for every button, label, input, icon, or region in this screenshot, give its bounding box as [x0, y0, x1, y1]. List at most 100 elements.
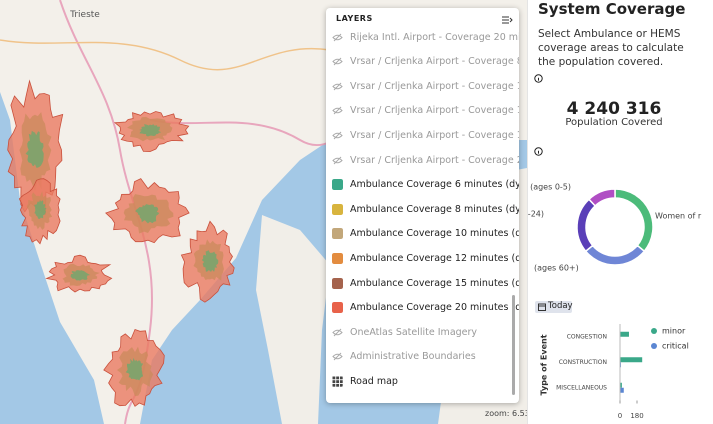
layer-label: Ambulance Coverage 6 minutes (dyn...: [350, 179, 519, 191]
collapse-button[interactable]: [501, 15, 513, 25]
date-badge[interactable]: Today: [535, 301, 573, 313]
layer-label: Ambulance Coverage 12 minutes (dy...: [350, 252, 519, 264]
layer-swatch: [332, 228, 343, 240]
layer-label: Vrsar / Crljenka Airport - Coverage 1...: [350, 80, 519, 92]
legend-marker: [651, 343, 657, 349]
layer-item[interactable]: Rijeka Intl. Airport - Coverage 20 minu.…: [332, 26, 519, 48]
bar: [620, 382, 622, 388]
grid-icon-cell: [332, 376, 336, 380]
panel-title: System Coverage: [538, 0, 686, 18]
road: [0, 39, 331, 71]
layer-item[interactable]: Road map: [332, 370, 508, 392]
legend-label: critical: [662, 342, 689, 351]
layer-icon[interactable]: [332, 155, 343, 166]
legend-marker: [651, 328, 657, 334]
map-label: Trieste: [69, 10, 100, 20]
bar: [620, 331, 629, 337]
population-value: 4 240 316: [566, 99, 662, 119]
side-panel: System Coverage Select Ambulance or HEMS…: [527, 0, 713, 424]
layer-label: Ambulance Coverage 10 minutes (dy...: [350, 228, 519, 240]
layer-label: Vrsar / Crljenka Airport - Coverage 8 ..…: [350, 56, 519, 68]
population-label: Population Covered: [565, 117, 663, 128]
bar: [620, 387, 624, 393]
layer-icon[interactable]: [332, 81, 343, 92]
grid-icon-cell: [332, 380, 336, 383]
grid-icon-cell: [339, 383, 343, 387]
layer-swatch: [332, 277, 343, 289]
donut-label: (ages 0-5): [530, 183, 571, 192]
layer-label: Vrsar / Crljenka Airport - Coverage 2...: [350, 154, 519, 166]
layer-item[interactable]: Vrsar / Crljenka Airport - Coverage 2...: [332, 149, 519, 171]
x-tick-label: 180: [630, 412, 643, 420]
layer-item[interactable]: Ambulance Coverage 6 minutes (dyn...: [332, 174, 519, 196]
layer-item[interactable]: Vrsar / Crljenka Airport - Coverage 1...: [332, 124, 519, 146]
layer-item[interactable]: Administrative Boundaries: [332, 346, 508, 368]
coverage-inner: [125, 357, 144, 381]
layer-label: Vrsar / Crljenka Airport - Coverage 1...: [350, 129, 519, 141]
x-tick-label: 0: [618, 412, 622, 420]
layer-item[interactable]: Ambulance Coverage 15 minutes (dy...: [332, 272, 519, 294]
layer-icon[interactable]: [332, 351, 343, 362]
layer-item[interactable]: Ambulance Coverage 8 minutes (dyn...: [332, 198, 519, 220]
layer-icon[interactable]: [332, 56, 343, 67]
layer-item[interactable]: Vrsar / Crljenka Airport - Coverage 1...: [332, 100, 519, 122]
layer-icon[interactable]: [332, 130, 343, 141]
layer-icon[interactable]: [332, 228, 343, 240]
hidden-slash: [333, 328, 342, 337]
charts: Women of r (ages 60+) (ages 15-24) (ages 0-…: [528, 183, 702, 421]
coverage-inner: [34, 199, 47, 219]
layer-label: Ambulance Coverage 20 minutes (dy...: [350, 302, 519, 314]
zoom-level: zoom: 6.53: [485, 409, 527, 418]
donut-segment: [587, 188, 616, 207]
info-icon[interactable]: [534, 147, 543, 156]
legend-label: minor: [662, 327, 686, 336]
layer-icon[interactable]: [332, 302, 343, 314]
hidden-slash: [333, 57, 342, 66]
layer-item[interactable]: Ambulance Coverage 20 minutes (dy...: [332, 297, 519, 319]
bar: [620, 357, 643, 363]
donut-segment: [584, 244, 646, 266]
category-label: CONGESTION: [567, 333, 607, 340]
layer-item[interactable]: Ambulance Coverage 10 minutes (dy...: [332, 223, 519, 245]
coverage-inner: [139, 124, 162, 137]
layer-label: Rijeka Intl. Airport - Coverage 20 minu.…: [350, 31, 519, 43]
donut-label: (ages 60+): [534, 264, 579, 273]
layer-item[interactable]: Ambulance Coverage 12 minutes (dy...: [332, 247, 519, 269]
category-label: CONSTRUCTION: [559, 359, 607, 366]
layer-icon[interactable]: [332, 327, 343, 338]
panel-description: Select Ambulance or HEMS coverage areas …: [538, 28, 684, 68]
scrollbar[interactable]: [512, 295, 515, 395]
hidden-slash: [333, 156, 342, 164]
grid-icon-cell: [339, 380, 343, 383]
donut-label: (ages 15-24): [528, 210, 544, 219]
donut-segment: [614, 188, 654, 253]
layer-icon[interactable]: [332, 277, 343, 289]
coverage-inner: [201, 250, 219, 272]
category-label: MISCELLANEOUS: [556, 384, 607, 391]
info-icon[interactable]: [534, 74, 543, 83]
layer-icon[interactable]: [332, 105, 343, 116]
layer-label: OneAtlas Satellite Imagery: [350, 326, 478, 338]
layer-swatch: [332, 302, 343, 314]
layer-icon[interactable]: [332, 32, 343, 43]
layer-item[interactable]: Vrsar / Crljenka Airport - Coverage 8 ..…: [332, 51, 519, 73]
grid-icon-cell: [336, 376, 339, 380]
layer-icon[interactable]: [332, 203, 343, 215]
layer-icon[interactable]: [332, 252, 343, 264]
grid-icon-cell: [336, 383, 339, 387]
layers-title: LAYERS: [336, 14, 373, 23]
hidden-slash: [333, 33, 342, 41]
layer-label: Vrsar / Crljenka Airport - Coverage 1...: [350, 105, 519, 117]
island: [256, 215, 330, 424]
grid-icon-cell: [336, 380, 339, 383]
layer-swatch: [332, 252, 343, 264]
coverage-areas: [7, 79, 235, 407]
layer-item[interactable]: OneAtlas Satellite Imagery: [332, 321, 508, 343]
coverage-inner: [70, 270, 91, 281]
coverage-inner: [25, 130, 44, 168]
layer-icon[interactable]: [332, 376, 343, 387]
layer-swatch: [332, 179, 343, 191]
badge-text: Today: [548, 301, 573, 311]
layer-icon[interactable]: [332, 179, 343, 191]
layer-item[interactable]: Vrsar / Crljenka Airport - Coverage 1...: [332, 75, 519, 97]
